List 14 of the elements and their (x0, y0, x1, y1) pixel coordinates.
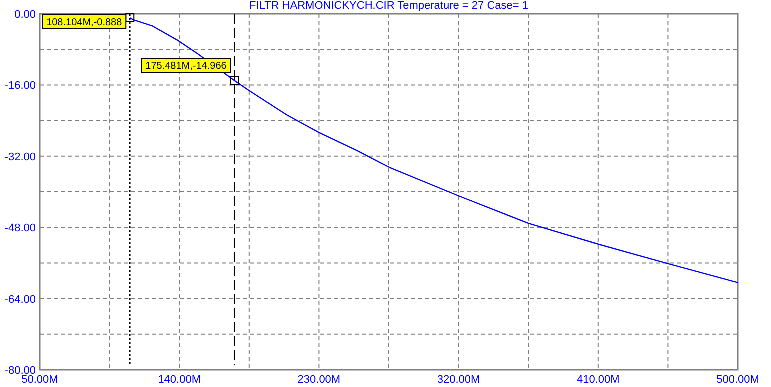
x-tick-label: 230.00M (298, 374, 341, 386)
x-tick-label: 140.00M (158, 374, 202, 386)
x-tick-label: 500.00M (716, 374, 760, 386)
y-tick-label: 0.00 (14, 9, 36, 21)
y-tick-label: -32.00 (4, 151, 36, 164)
x-tick-label: 50.00M (22, 374, 58, 386)
chart-title: FILTR HARMONICKYCH.CIR Temperature = 27 Case= 1 (250, 0, 528, 12)
annotation: 175.481M,-14.966 (146, 61, 228, 72)
y-tick-label: -48.00 (4, 222, 36, 235)
y-tick-label: -16.00 (4, 80, 36, 92)
annotation: 108.104M,-0.888 (46, 18, 123, 28)
y-tick-label: -64.00 (4, 294, 36, 306)
x-tick-label: 410.00M (576, 374, 620, 386)
x-tick-label: 320.00M (437, 374, 480, 386)
